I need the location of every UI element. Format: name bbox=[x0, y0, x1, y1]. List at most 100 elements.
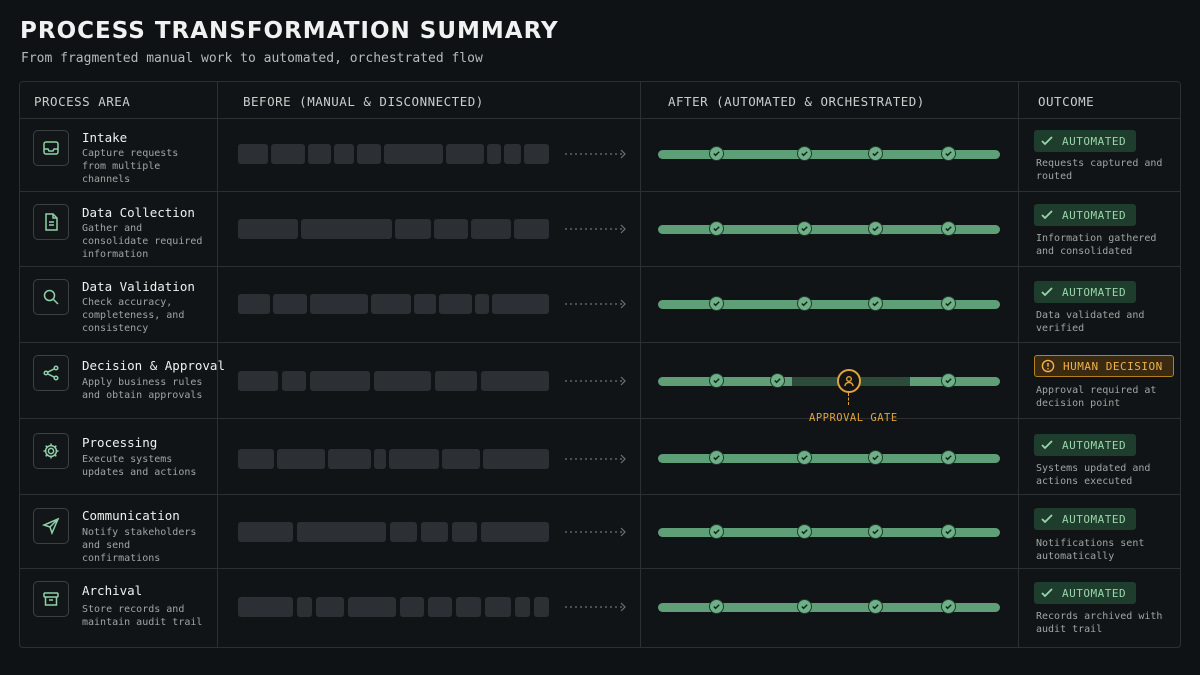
header-before: BEFORE (MANUAL & DISCONNECTED) bbox=[243, 94, 484, 109]
manual-step-block bbox=[515, 597, 530, 617]
status-label: AUTOMATED bbox=[1062, 512, 1127, 526]
check-icon bbox=[797, 146, 812, 161]
area-name: Communication bbox=[82, 508, 180, 523]
area-name: Data Collection bbox=[82, 205, 195, 220]
manual-step-block bbox=[371, 294, 411, 314]
manual-step-block bbox=[439, 294, 472, 314]
manual-step-block bbox=[414, 294, 436, 314]
flow-arrow-icon bbox=[565, 454, 626, 464]
status-label: HUMAN DECISION bbox=[1063, 359, 1163, 373]
automated-pipeline bbox=[658, 524, 1000, 539]
manual-step-block bbox=[390, 522, 417, 542]
check-icon bbox=[1041, 210, 1053, 220]
column-divider bbox=[1018, 82, 1019, 647]
check-icon bbox=[941, 373, 956, 388]
check-icon bbox=[868, 146, 883, 161]
header-after: AFTER (AUTOMATED & ORCHESTRATED) bbox=[668, 94, 925, 109]
manual-step-block bbox=[452, 522, 477, 542]
check-icon bbox=[868, 450, 883, 465]
check-icon bbox=[868, 599, 883, 614]
gear-icon bbox=[33, 433, 69, 469]
document-icon bbox=[33, 204, 69, 240]
check-icon bbox=[868, 296, 883, 311]
manual-step-block bbox=[238, 219, 298, 239]
manual-step-block bbox=[481, 371, 549, 391]
check-icon bbox=[797, 296, 812, 311]
status-label: AUTOMATED bbox=[1062, 438, 1127, 452]
page-subtitle: From fragmented manual work to automated… bbox=[21, 51, 483, 66]
check-icon bbox=[941, 296, 956, 311]
manual-step-block bbox=[400, 597, 424, 617]
area-name: Archival bbox=[82, 583, 143, 598]
approval-gate-label: APPROVAL GATE bbox=[809, 412, 898, 424]
manual-step-block bbox=[428, 597, 452, 617]
check-icon bbox=[1041, 588, 1053, 598]
area-description: Execute systems updates and actions bbox=[82, 454, 197, 478]
manual-step-block bbox=[238, 522, 293, 542]
manual-step-block bbox=[492, 294, 549, 314]
check-icon bbox=[941, 524, 956, 539]
outcome-description: Systems updated and actions executed bbox=[1036, 463, 1151, 487]
check-icon bbox=[709, 450, 724, 465]
check-icon bbox=[941, 146, 956, 161]
status-label: AUTOMATED bbox=[1062, 285, 1127, 299]
manual-step-block bbox=[310, 294, 368, 314]
manual-step-block bbox=[308, 144, 331, 164]
manual-step-block bbox=[481, 522, 549, 542]
manual-step-block bbox=[238, 294, 270, 314]
check-icon bbox=[1041, 440, 1053, 450]
check-icon bbox=[709, 296, 724, 311]
manual-step-block bbox=[487, 144, 501, 164]
area-description: Gather and consolidate required informat… bbox=[82, 223, 203, 260]
manual-step-block bbox=[301, 219, 392, 239]
person-icon bbox=[837, 369, 861, 393]
manual-step-block bbox=[334, 144, 354, 164]
status-badge: AUTOMATED bbox=[1034, 281, 1137, 303]
manual-step-block bbox=[297, 522, 386, 542]
check-icon bbox=[941, 599, 956, 614]
area-name: Data Validation bbox=[82, 279, 195, 294]
column-divider bbox=[217, 82, 218, 647]
pipeline-track bbox=[658, 603, 1000, 612]
manual-step-block bbox=[485, 597, 511, 617]
row-divider bbox=[20, 494, 1180, 495]
status-label: AUTOMATED bbox=[1062, 208, 1127, 222]
manual-step-block bbox=[421, 522, 448, 542]
check-icon bbox=[868, 524, 883, 539]
manual-step-block bbox=[238, 449, 274, 469]
header-outcome: OUTCOME bbox=[1038, 94, 1095, 109]
row-divider bbox=[20, 342, 1180, 343]
header-process-area: PROCESS AREA bbox=[34, 94, 131, 109]
flow-arrow-icon bbox=[565, 149, 626, 159]
page-title: PROCESS TRANSFORMATION SUMMARY bbox=[20, 18, 559, 44]
row-divider bbox=[20, 418, 1180, 419]
area-description: Store records and maintain audit trail bbox=[82, 604, 203, 628]
manual-step-block bbox=[471, 219, 511, 239]
flow-arrow-icon bbox=[565, 602, 626, 612]
status-badge: AUTOMATED bbox=[1034, 204, 1137, 226]
pipeline-track bbox=[658, 225, 1000, 234]
manual-step-block bbox=[238, 597, 293, 617]
check-icon bbox=[709, 146, 724, 161]
manual-step-block bbox=[389, 449, 439, 469]
status-badge: AUTOMATED bbox=[1034, 434, 1137, 456]
automated-pipeline bbox=[658, 369, 1000, 405]
automated-pipeline bbox=[658, 450, 1000, 465]
check-icon bbox=[709, 599, 724, 614]
manual-step-block bbox=[297, 597, 312, 617]
pipeline-track bbox=[658, 454, 1000, 463]
area-description: Notify stakeholders and send confirmatio… bbox=[82, 527, 197, 564]
status-label: AUTOMATED bbox=[1062, 134, 1127, 148]
header-divider bbox=[20, 118, 1180, 119]
flow-arrow-icon bbox=[565, 376, 626, 386]
manual-step-block bbox=[282, 371, 306, 391]
area-description: Capture requests from multiple channels bbox=[82, 148, 179, 185]
manual-step-block bbox=[374, 371, 431, 391]
manual-step-block bbox=[435, 371, 477, 391]
check-icon bbox=[1041, 136, 1053, 146]
area-description: Apply business rules and obtain approval… bbox=[82, 377, 203, 401]
area-description: Check accuracy, completeness, and consis… bbox=[82, 297, 185, 334]
check-icon bbox=[709, 524, 724, 539]
manual-step-block bbox=[348, 597, 396, 617]
area-name: Processing bbox=[82, 435, 158, 450]
